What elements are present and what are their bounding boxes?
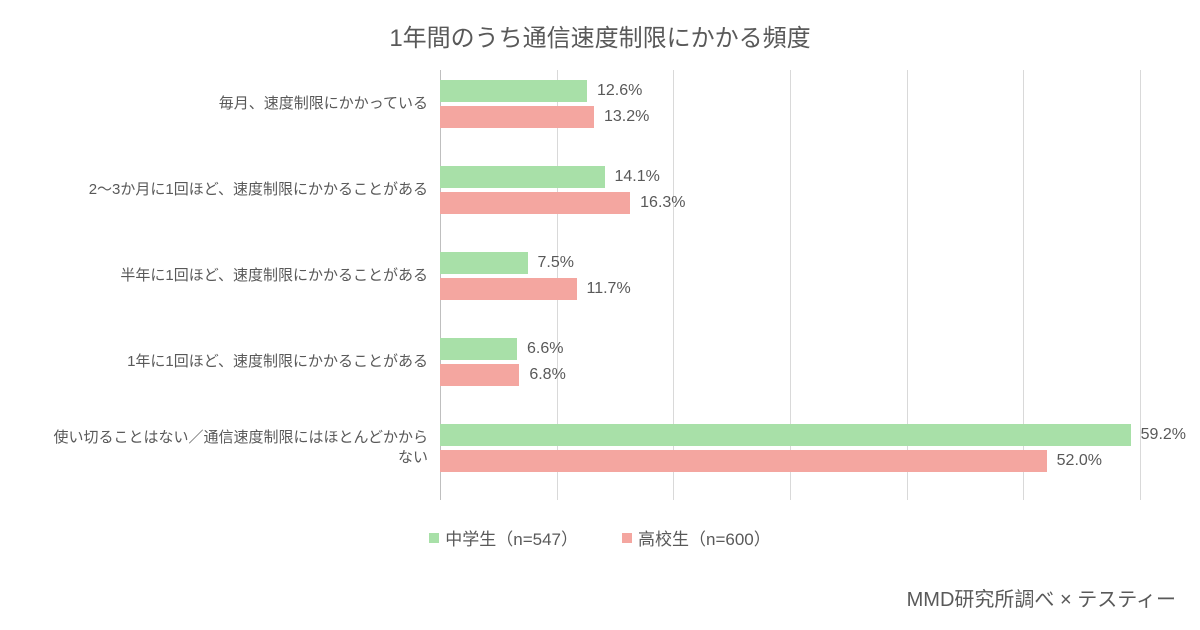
bar (440, 106, 594, 128)
bar (440, 192, 630, 214)
bar (440, 338, 517, 360)
bar (440, 80, 587, 102)
bar-value-label: 11.7% (587, 278, 631, 300)
chart-title: 1年間のうち通信速度制限にかかる頻度 (0, 0, 1200, 53)
bar-value-label: 59.2% (1141, 424, 1186, 446)
bar (440, 364, 519, 386)
bar (440, 278, 577, 300)
bar-value-label: 6.6% (527, 338, 563, 360)
legend-swatch (622, 533, 632, 543)
category-label: 使い切ることはない／通信速度制限にはほとんどかからない (40, 428, 440, 469)
legend-label: 中学生（n=547） (445, 525, 578, 550)
legend-item: 中学生（n=547） (429, 525, 578, 550)
bar-value-label: 52.0% (1057, 450, 1102, 472)
bar-value-label: 6.8% (529, 364, 565, 386)
bar (440, 424, 1131, 446)
bar-value-label: 7.5% (538, 252, 574, 274)
bar (440, 252, 528, 274)
bar-value-label: 16.3% (640, 192, 685, 214)
chart-area: 12.6%13.2%14.1%16.3%7.5%11.7%6.6%6.8%59.… (20, 70, 1180, 500)
bar (440, 166, 605, 188)
category-label: 2〜3か月に1回ほど、速度制限にかかることがある (40, 180, 440, 200)
bar-value-label: 14.1% (615, 166, 660, 188)
plot-region: 12.6%13.2%14.1%16.3%7.5%11.7%6.6%6.8%59.… (440, 70, 1140, 500)
bar-value-label: 13.2% (604, 106, 649, 128)
legend: 中学生（n=547） 高校生（n=600） (0, 525, 1200, 550)
category-label: 半年に1回ほど、速度制限にかかることがある (40, 266, 440, 286)
category-label: 1年に1回ほど、速度制限にかかることがある (40, 352, 440, 372)
legend-item: 高校生（n=600） (622, 525, 771, 550)
category-label: 毎月、速度制限にかかっている (40, 94, 440, 114)
legend-swatch (429, 533, 439, 543)
bar-value-label: 12.6% (597, 80, 642, 102)
bar (440, 450, 1047, 472)
source-attribution: MMD研究所調べ × テスティー (907, 583, 1176, 612)
legend-label: 高校生（n=600） (638, 525, 771, 550)
